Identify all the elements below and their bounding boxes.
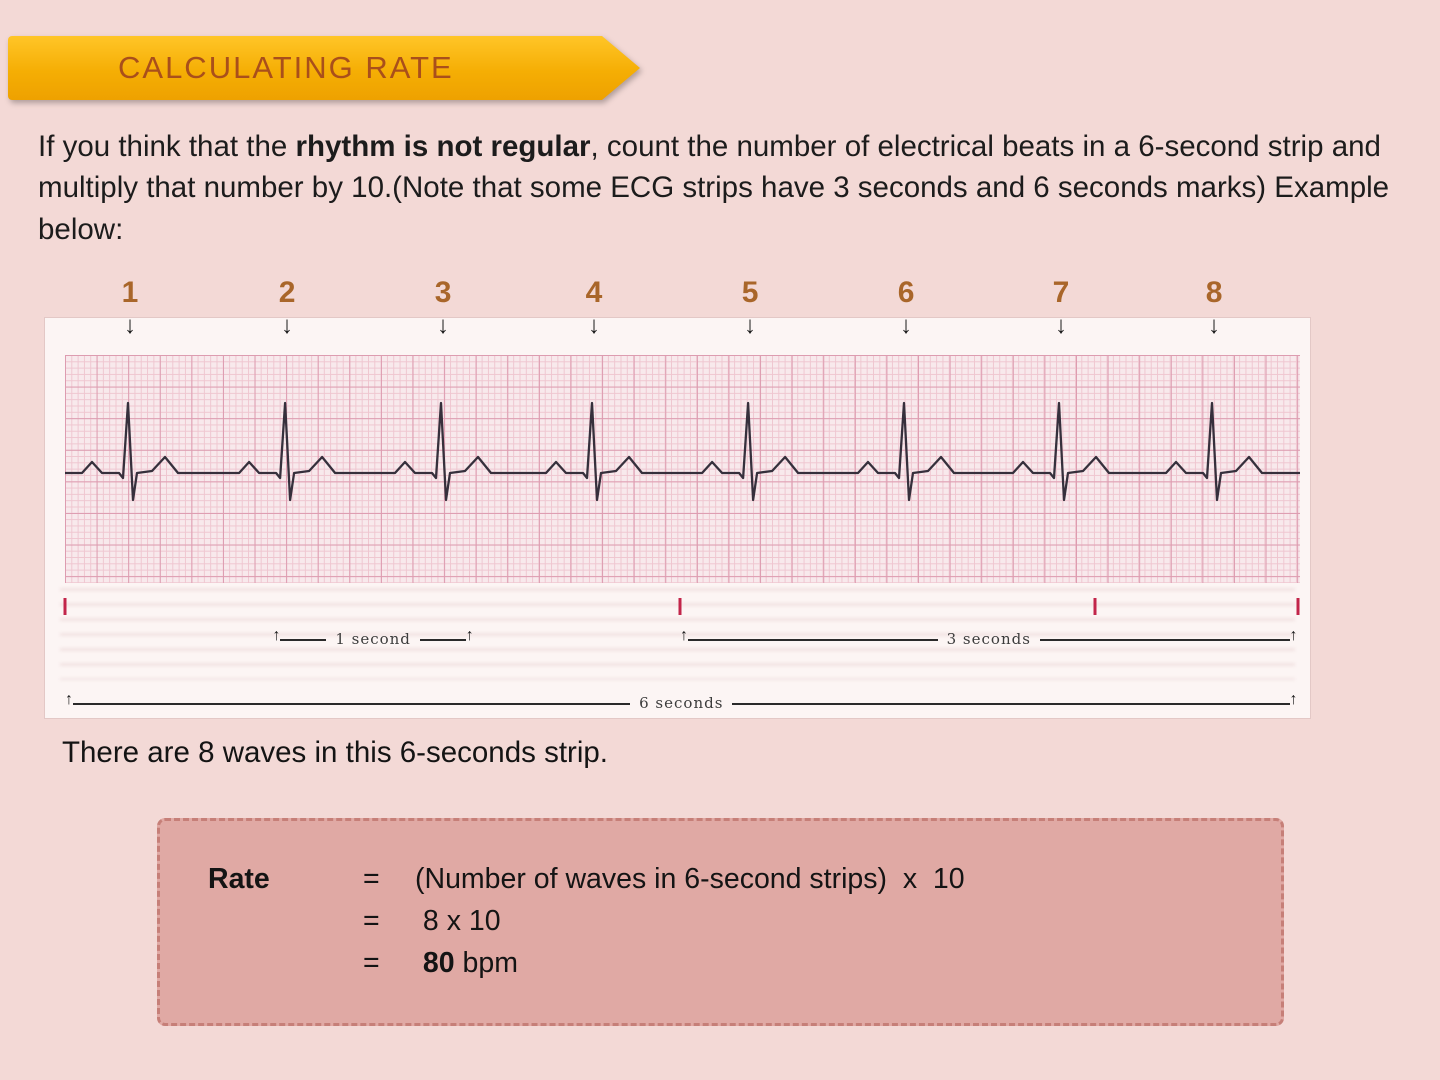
page-title: CALCULATING RATE bbox=[118, 50, 454, 85]
rate-formula-line: (Number of waves in 6-second strips) x 1… bbox=[415, 863, 965, 895]
seconds-red-tick bbox=[678, 598, 682, 615]
down-arrow-icon: ↓ bbox=[900, 312, 913, 339]
up-arrow-icon: ↑ bbox=[465, 627, 474, 644]
bracket-line bbox=[280, 639, 327, 641]
rate-result-line: 80 bpm bbox=[415, 947, 1281, 980]
interval-bracket: ↑ 3 seconds ↑ bbox=[680, 626, 1298, 652]
beat-number: 5 bbox=[741, 276, 759, 309]
interval-label: 6 seconds bbox=[639, 694, 724, 712]
ecg-trace bbox=[65, 401, 1300, 502]
bracket-line bbox=[419, 639, 466, 641]
interval-bracket: ↑ 1 second ↑ bbox=[272, 626, 473, 652]
rate-label: Rate bbox=[208, 863, 270, 895]
down-arrow-icon: ↓ bbox=[744, 312, 757, 339]
beat-number: 2 bbox=[278, 276, 296, 309]
interval-bracket: ↑ 6 seconds ↑ bbox=[65, 690, 1298, 716]
rate-formula-box: Rate = (Number of waves in 6-second stri… bbox=[157, 818, 1284, 1026]
bracket-line bbox=[1039, 639, 1290, 641]
up-arrow-icon: ↑ bbox=[1289, 691, 1298, 708]
intro-paragraph: If you think that the rhythm is not regu… bbox=[38, 126, 1408, 250]
up-arrow-icon: ↑ bbox=[272, 627, 281, 644]
rate-calculation-line: 8 x 10 bbox=[415, 905, 501, 937]
down-arrow-icon: ↓ bbox=[123, 312, 136, 339]
interval-label: 3 seconds bbox=[946, 630, 1031, 648]
up-arrow-icon: ↑ bbox=[1289, 627, 1298, 644]
seconds-red-tick bbox=[1093, 598, 1097, 615]
beat-number: 8 bbox=[1205, 276, 1223, 309]
spacer bbox=[208, 905, 363, 938]
intro-pre: If you think that the bbox=[38, 130, 296, 163]
spacer bbox=[208, 947, 363, 980]
ecg-grid bbox=[65, 355, 1300, 583]
intro-post: , count the number of electrical beats i… bbox=[38, 130, 1398, 246]
equals-sign: = bbox=[363, 863, 380, 895]
up-arrow-icon: ↑ bbox=[65, 691, 73, 708]
down-arrow-icon: ↓ bbox=[1055, 312, 1068, 339]
down-arrow-icon: ↓ bbox=[281, 312, 294, 339]
bracket-line bbox=[688, 639, 938, 641]
rate-grid: Rate = (Number of waves in 6-second stri… bbox=[208, 863, 1281, 980]
intro-bold: rhythm is not regular bbox=[295, 130, 591, 163]
down-arrow-icon: ↓ bbox=[1208, 312, 1221, 339]
interval-label: 1 second bbox=[335, 630, 411, 648]
seconds-red-tick bbox=[63, 598, 67, 615]
beat-number: 1 bbox=[121, 276, 139, 309]
down-arrow-icon: ↓ bbox=[437, 312, 450, 339]
beat-number: 7 bbox=[1052, 276, 1070, 309]
banner-arrow-shape: CALCULATING RATE bbox=[8, 36, 640, 100]
beat-numbers-row: 1 2 3 4 5 6 7 8 bbox=[45, 276, 1310, 312]
rate-result-unit: bpm bbox=[454, 947, 518, 979]
beat-number: 6 bbox=[897, 276, 915, 309]
equals-sign: = bbox=[363, 905, 380, 937]
bracket-line bbox=[732, 703, 1290, 705]
equals-sign: = bbox=[363, 947, 380, 979]
beat-number: 3 bbox=[434, 276, 452, 309]
bracket-line bbox=[73, 703, 631, 705]
ecg-strip-panel: ↓ ↓ ↓ ↓ ↓ ↓ ↓ ↓ ↑ 1 second ↑ ↑ 3 seconds ↑ ↑ 6 seconds… bbox=[45, 314, 1310, 718]
strip-caption: There are 8 waves in this 6-seconds stri… bbox=[62, 736, 608, 769]
title-banner: CALCULATING RATE bbox=[8, 36, 640, 100]
beat-number: 4 bbox=[585, 276, 603, 309]
rate-result-value: 80 bbox=[415, 947, 455, 979]
up-arrow-icon: ↑ bbox=[680, 627, 689, 644]
down-arrow-icon: ↓ bbox=[587, 312, 600, 339]
seconds-red-tick bbox=[1296, 598, 1300, 615]
